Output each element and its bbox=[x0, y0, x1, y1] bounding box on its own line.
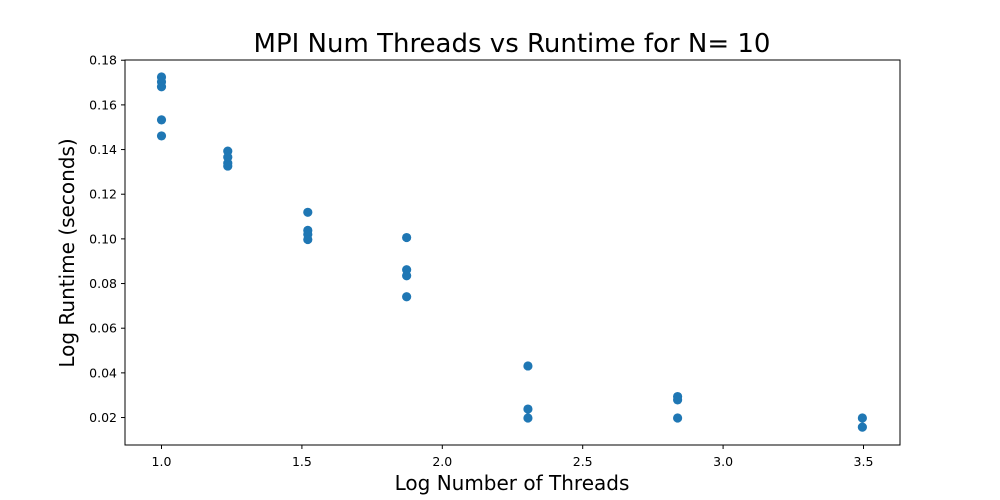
x-tick-label: 2.0 bbox=[432, 454, 452, 469]
y-tick-label: 0.10 bbox=[89, 231, 117, 246]
y-tick-label: 0.02 bbox=[89, 410, 117, 425]
x-axis: 1.0 1.5 2.0 2.5 3.0 3.5 bbox=[152, 445, 874, 469]
plot-area bbox=[124, 59, 901, 446]
data-point bbox=[303, 207, 313, 217]
y-axis-label: Log Runtime (seconds) bbox=[55, 138, 79, 367]
data-point bbox=[523, 361, 533, 371]
chart-title: MPI Num Threads vs Runtime for N= 10 bbox=[254, 29, 771, 59]
data-point bbox=[303, 234, 313, 245]
data-point bbox=[523, 413, 533, 423]
data-point bbox=[223, 161, 233, 171]
x-tick-label: 3.0 bbox=[713, 454, 733, 469]
x-tick-label: 3.5 bbox=[854, 454, 874, 469]
scatter-points bbox=[156, 72, 867, 432]
x-tick-label: 1.5 bbox=[292, 454, 312, 469]
data-point bbox=[857, 413, 867, 423]
x-tick-label: 1.0 bbox=[152, 454, 172, 469]
y-tick-label: 0.08 bbox=[89, 276, 117, 291]
data-point bbox=[156, 82, 167, 92]
y-axis: 0.02 0.04 0.06 0.08 0.10 0.12 0.14 0.16 0.18 bbox=[89, 53, 125, 425]
data-point bbox=[523, 404, 533, 414]
y-tick-label: 0.04 bbox=[89, 365, 117, 380]
data-point bbox=[156, 131, 167, 141]
data-point bbox=[402, 232, 412, 243]
y-tick-label: 0.06 bbox=[89, 321, 117, 336]
x-tick-label: 2.5 bbox=[573, 454, 593, 469]
data-point bbox=[402, 292, 412, 302]
data-point bbox=[156, 115, 167, 125]
y-tick-label: 0.18 bbox=[89, 53, 117, 68]
data-point bbox=[673, 413, 683, 423]
data-point bbox=[857, 422, 867, 432]
y-tick-label: 0.14 bbox=[89, 142, 117, 157]
data-point bbox=[402, 271, 412, 281]
y-tick-label: 0.12 bbox=[89, 187, 117, 202]
y-tick-label: 0.16 bbox=[89, 97, 117, 112]
x-axis-label: Log Number of Threads bbox=[395, 471, 630, 495]
data-point bbox=[673, 395, 683, 405]
